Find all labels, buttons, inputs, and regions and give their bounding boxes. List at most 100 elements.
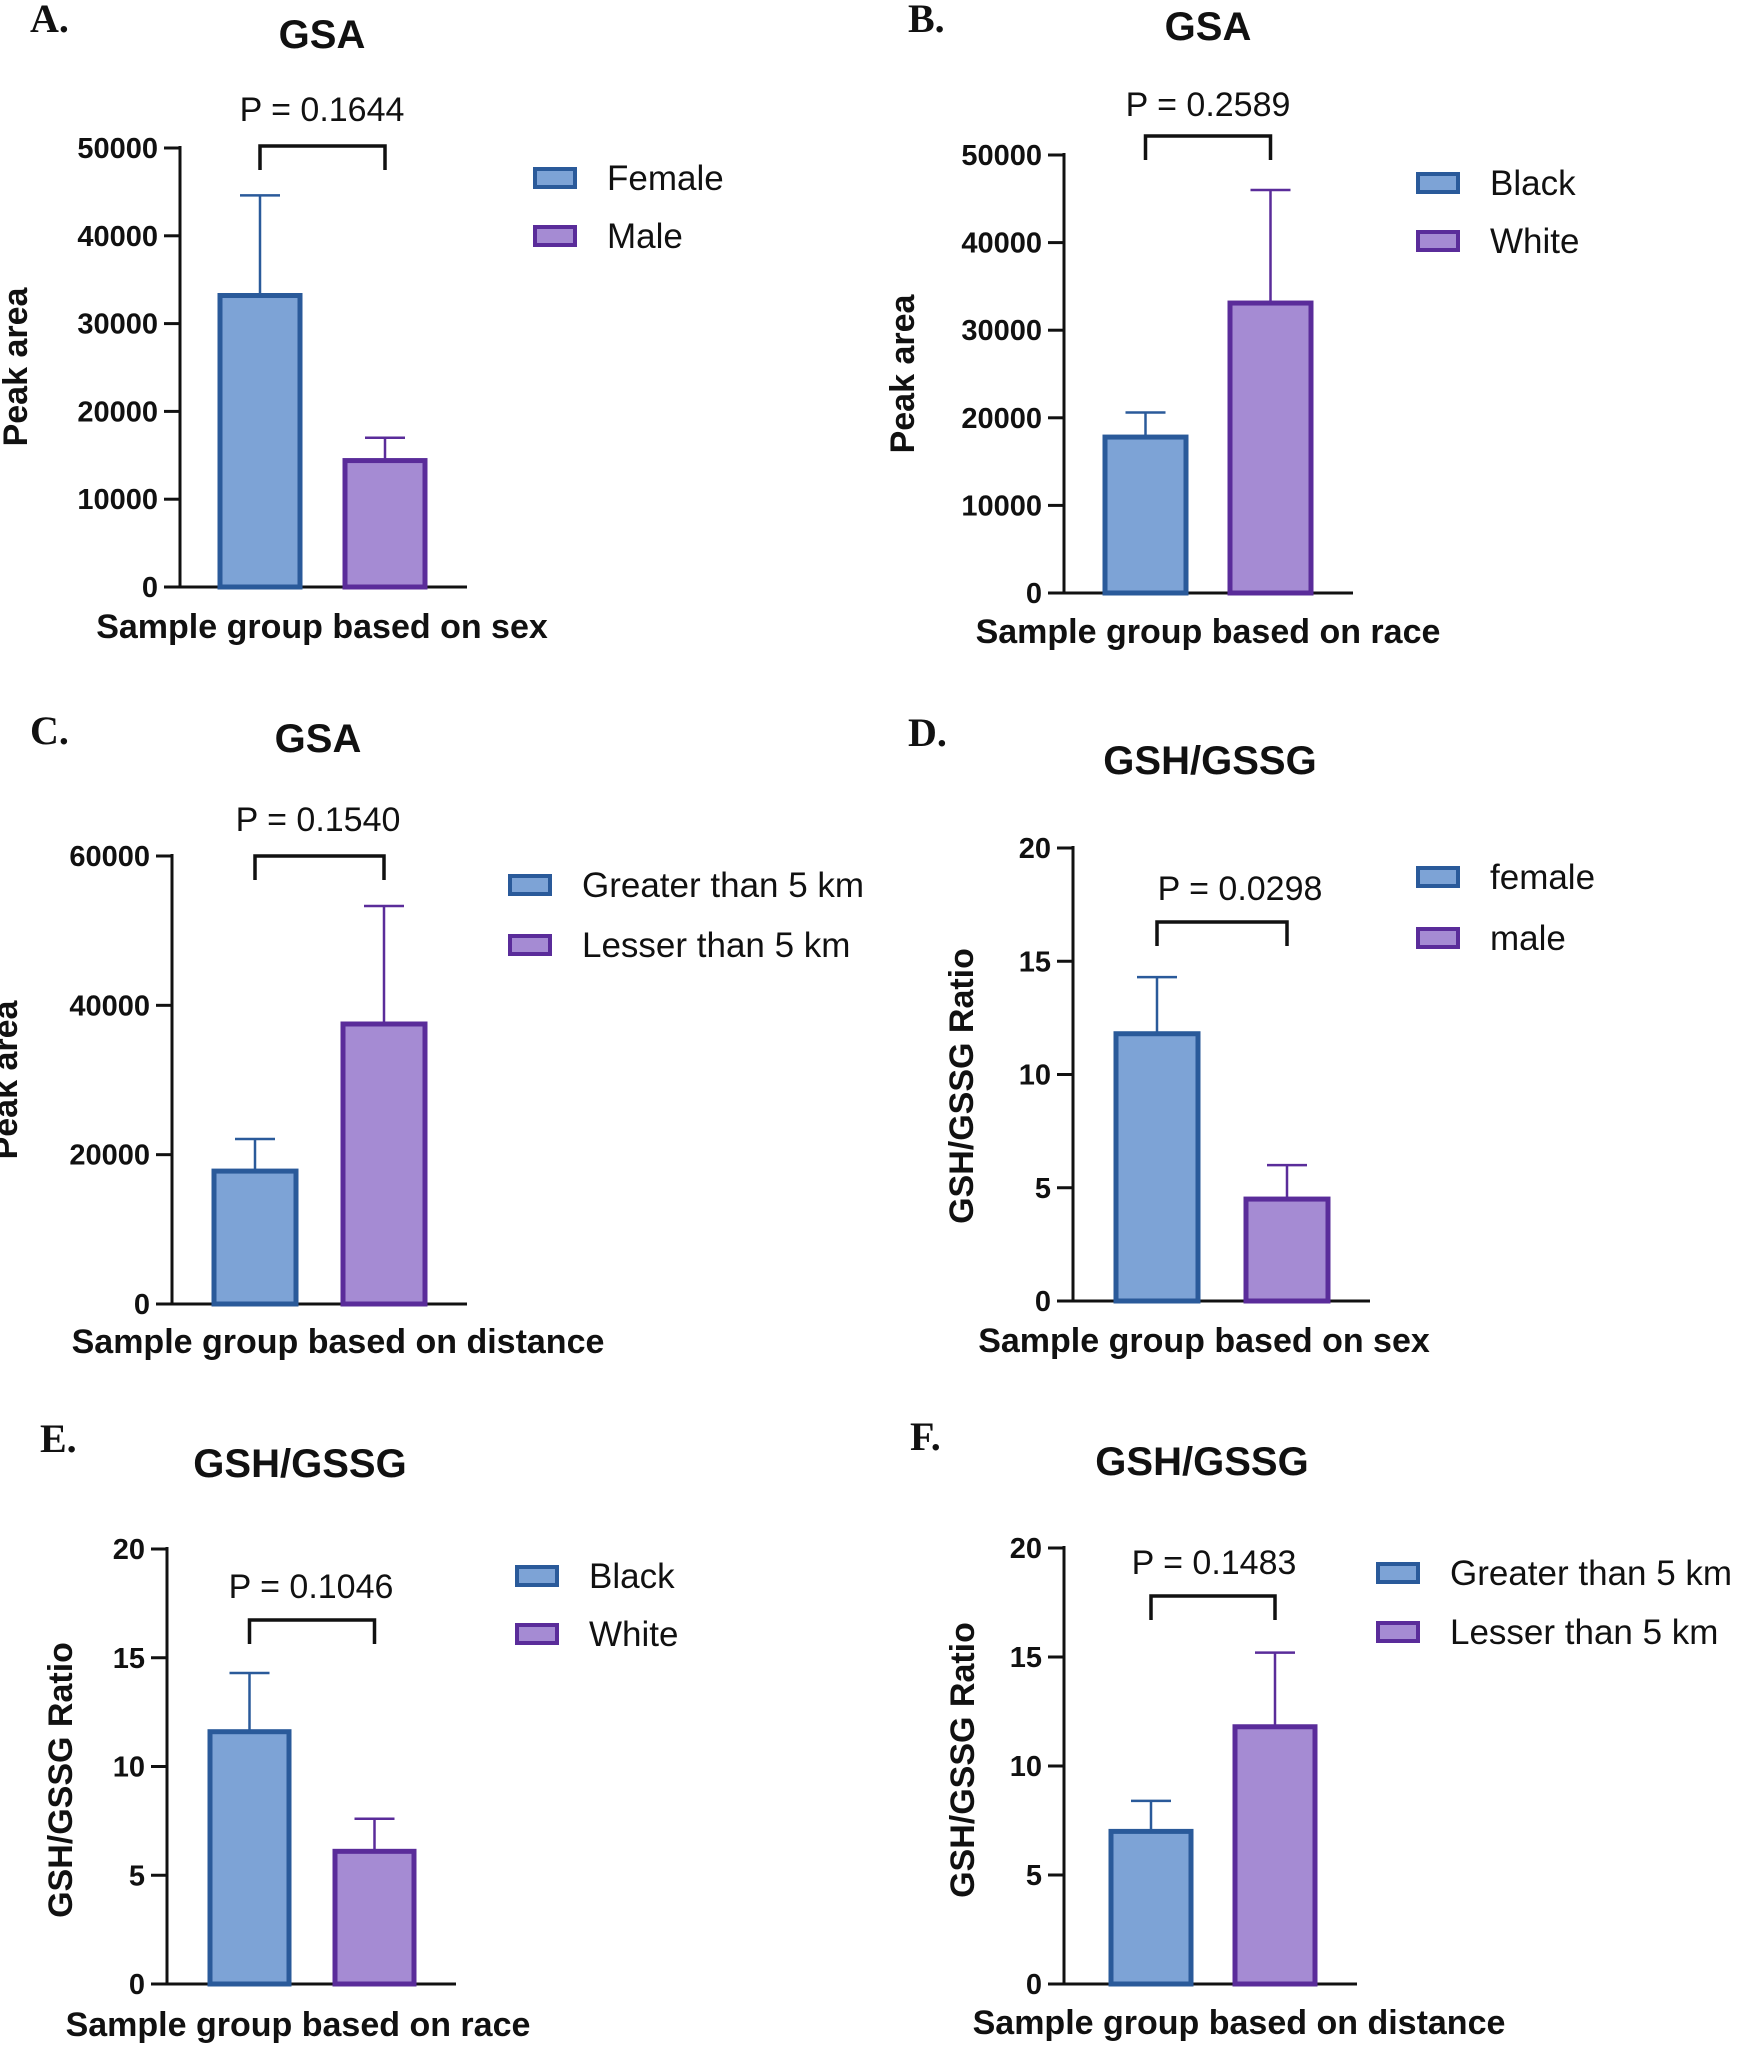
y-tick-label: 15 bbox=[1019, 946, 1051, 978]
legend-label: Greater than 5 km bbox=[1450, 1554, 1732, 1593]
legend-swatch bbox=[1376, 1621, 1420, 1643]
p-value-label: P = 0.1644 bbox=[240, 91, 405, 129]
y-tick-label: 0 bbox=[1026, 1969, 1042, 2001]
legend-swatch bbox=[1376, 1562, 1420, 1584]
y-tick-label: 30000 bbox=[77, 309, 158, 341]
p-value-label: P = 0.1540 bbox=[236, 801, 401, 839]
y-tick-label: 10000 bbox=[77, 484, 158, 516]
chart-title: GSH/GSSG bbox=[193, 1442, 406, 1486]
y-tick-label: 30000 bbox=[961, 315, 1042, 347]
legend-label: Male bbox=[607, 217, 683, 256]
chart-panel-6: F. GSH/GSSG 0 5 10 15 20 P = 0.1483 Greater than… bbox=[910, 1414, 1732, 2042]
legend-swatch bbox=[533, 225, 577, 247]
legend-swatch bbox=[508, 874, 552, 896]
significance-bracket bbox=[253, 854, 386, 880]
x-axis-label: Sample group based on race bbox=[976, 613, 1441, 651]
y-tick-label: 15 bbox=[113, 1643, 145, 1675]
bar-greater-than-5-km bbox=[211, 1168, 299, 1307]
chart-title: GSA bbox=[279, 13, 366, 57]
legend-swatch bbox=[1416, 172, 1460, 194]
y-tick-label: 20 bbox=[113, 1534, 145, 1566]
bar-male bbox=[1243, 1196, 1331, 1304]
y-tick-label: 0 bbox=[1026, 578, 1042, 610]
chart-panel-5: E. GSH/GSSG 0 5 10 15 20 P = 0.1046 Black White Sa… bbox=[40, 1416, 678, 2044]
legend-swatch bbox=[1416, 927, 1460, 949]
y-tick-label: 10 bbox=[113, 1752, 145, 1784]
bar-lesser-than-5-km bbox=[340, 1021, 428, 1307]
y-tick-label: 5 bbox=[129, 1860, 145, 1892]
legend-swatch bbox=[1416, 230, 1460, 252]
legend-label: White bbox=[589, 1615, 678, 1654]
legend-label: female bbox=[1490, 858, 1595, 897]
legend-swatch bbox=[515, 1623, 559, 1645]
y-tick-label: 0 bbox=[1035, 1286, 1051, 1318]
panel-letter: E. bbox=[40, 1416, 77, 1461]
panel-letter: B. bbox=[908, 0, 945, 41]
y-axis-label: Peak area bbox=[884, 294, 922, 454]
panel-letter: D. bbox=[908, 710, 947, 755]
y-tick-label: 50000 bbox=[961, 140, 1042, 172]
x-axis-label: Sample group based on sex bbox=[96, 608, 548, 646]
significance-bracket bbox=[1149, 1594, 1277, 1620]
panel-letter: C. bbox=[30, 708, 69, 753]
p-value-label: P = 0.1483 bbox=[1132, 1544, 1297, 1582]
x-axis-label: Sample group based on race bbox=[66, 2006, 531, 2044]
y-tick-label: 20000 bbox=[69, 1140, 150, 1172]
chart-title: GSA bbox=[1165, 5, 1252, 49]
bar-black bbox=[207, 1729, 292, 1987]
y-tick-label: 40000 bbox=[77, 221, 158, 253]
legend-label: Black bbox=[1490, 164, 1576, 203]
legend-label: Greater than 5 km bbox=[582, 866, 864, 905]
panel-letter: A. bbox=[30, 0, 69, 41]
panel-letter: F. bbox=[910, 1414, 941, 1459]
chart-title: GSH/GSSG bbox=[1103, 739, 1316, 783]
chart-panel-3: C. GSA 0 20000 40000 60000 P = 0.1540 Greater t… bbox=[0, 708, 864, 1361]
y-axis-label: Peak area bbox=[0, 1000, 25, 1160]
legend-label: White bbox=[1490, 222, 1579, 261]
y-tick-label: 10000 bbox=[961, 490, 1042, 522]
bar-black bbox=[1102, 434, 1189, 596]
bar-white bbox=[332, 1848, 417, 1987]
significance-bracket bbox=[247, 1618, 377, 1644]
p-value-label: P = 0.2589 bbox=[1126, 86, 1291, 124]
chart-panel-1: A. GSA 0 10000 20000 30000 40000 50000 P = 0.164… bbox=[0, 0, 724, 646]
significance-bracket bbox=[1143, 134, 1273, 160]
y-axis-label: Peak area bbox=[0, 287, 35, 447]
x-axis-label: Sample group based on distance bbox=[72, 1323, 605, 1361]
y-tick-label: 50000 bbox=[77, 133, 158, 165]
y-tick-label: 20000 bbox=[961, 403, 1042, 435]
x-axis-label: Sample group based on distance bbox=[973, 2004, 1506, 2042]
legend-swatch bbox=[508, 934, 552, 956]
y-tick-label: 5 bbox=[1035, 1173, 1051, 1205]
legend-label: Lesser than 5 km bbox=[1450, 1613, 1718, 1652]
y-tick-label: 20 bbox=[1019, 833, 1051, 865]
significance-bracket bbox=[1155, 920, 1289, 946]
y-axis-label: GSH/GSSG Ratio bbox=[944, 1622, 982, 1898]
chart-panel-4: D. GSH/GSSG 0 5 10 15 20 P = 0.0298 female male Sa… bbox=[908, 710, 1595, 1360]
p-value-label: P = 0.0298 bbox=[1158, 870, 1323, 908]
y-tick-label: 15 bbox=[1010, 1642, 1042, 1674]
y-tick-label: 20000 bbox=[77, 396, 158, 428]
y-tick-label: 5 bbox=[1026, 1860, 1042, 1892]
bar-female bbox=[217, 293, 303, 590]
bar-greater-than-5-km bbox=[1108, 1828, 1194, 1987]
y-axis-label: GSH/GSSG Ratio bbox=[943, 948, 981, 1224]
legend-label: Black bbox=[589, 1557, 675, 1596]
x-axis-label: Sample group based on sex bbox=[978, 1322, 1430, 1360]
y-tick-label: 0 bbox=[129, 1969, 145, 2001]
p-value-label: P = 0.1046 bbox=[229, 1568, 394, 1606]
y-tick-label: 40000 bbox=[961, 228, 1042, 260]
y-axis-label: GSH/GSSG Ratio bbox=[42, 1642, 80, 1918]
legend-swatch bbox=[515, 1565, 559, 1587]
y-tick-label: 0 bbox=[142, 572, 158, 604]
chart-title: GSA bbox=[275, 717, 362, 761]
legend-label: male bbox=[1490, 919, 1566, 958]
bar-white bbox=[1227, 300, 1314, 596]
bar-male bbox=[342, 458, 428, 590]
bar-lesser-than-5-km bbox=[1232, 1724, 1318, 1987]
legend-label: Lesser than 5 km bbox=[582, 926, 850, 965]
significance-bracket bbox=[258, 144, 387, 170]
y-tick-label: 10 bbox=[1010, 1751, 1042, 1783]
